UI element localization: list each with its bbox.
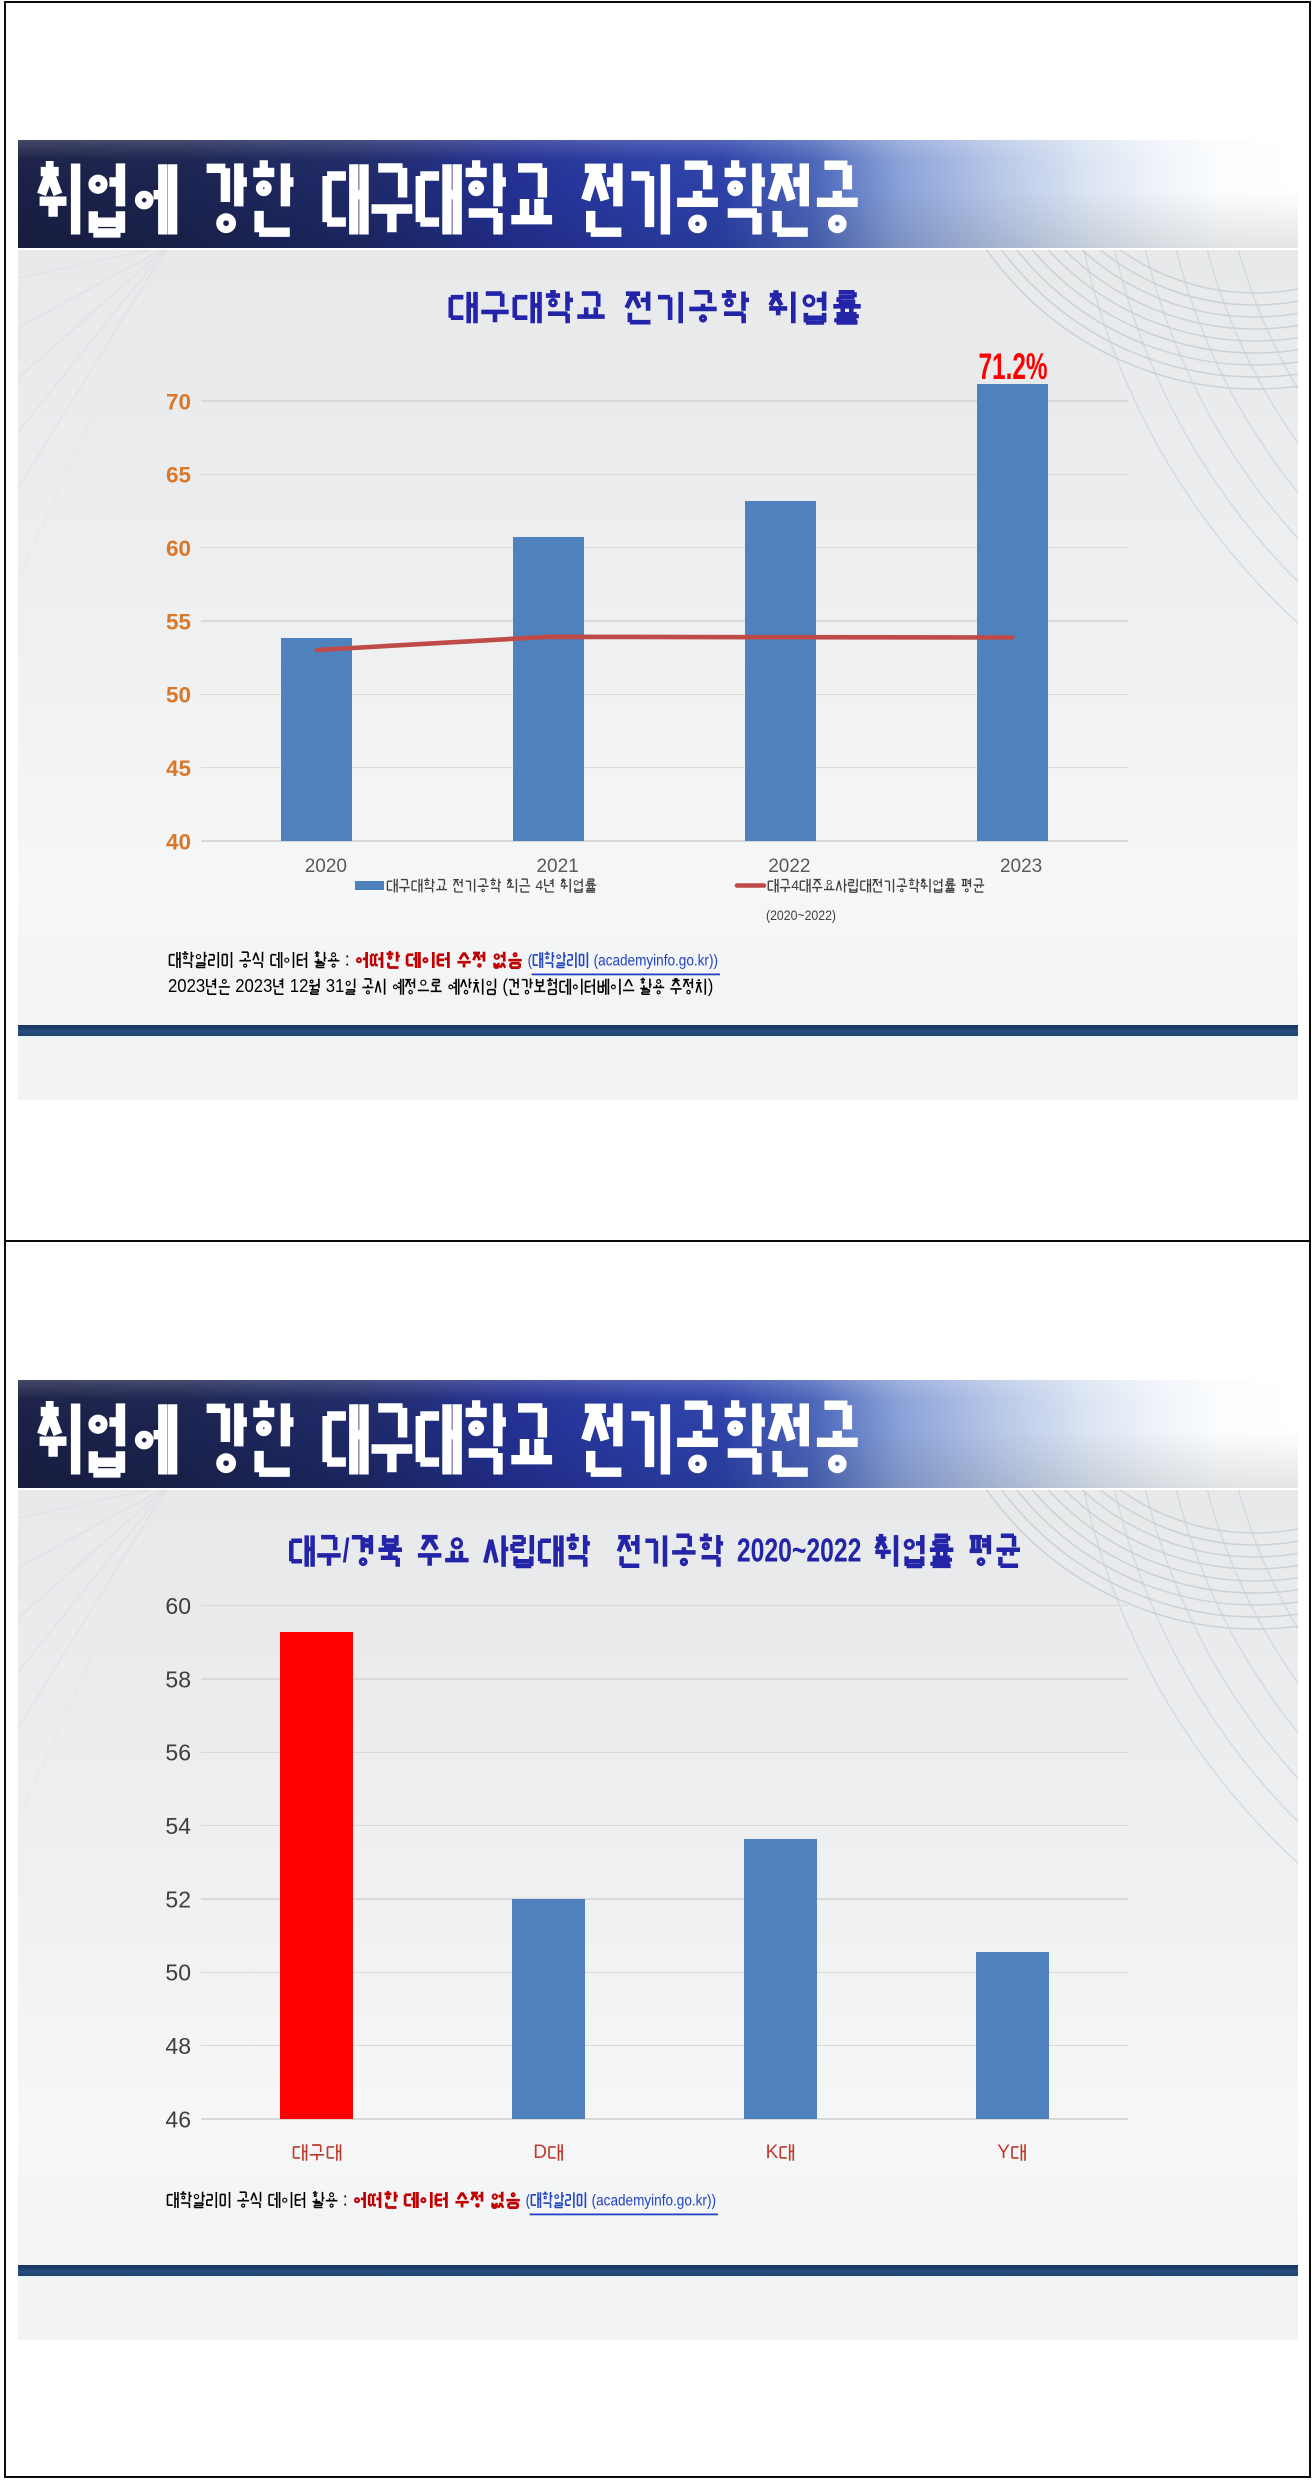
svg-text::: : [345,949,350,969]
svg-text:48: 48 [165,2033,191,2059]
svg-text:2022: 2022 [768,856,810,877]
svg-text:50: 50 [166,683,191,708]
svg-text:(academyinfo.go.kr)): (academyinfo.go.kr)) [592,2192,716,2209]
svg-text:31: 31 [326,976,345,996]
svg-text:K: K [766,2142,779,2163]
svg-text:60: 60 [166,536,191,561]
svg-text:71.2%: 71.2% [979,346,1048,387]
svg-text:45: 45 [166,756,191,781]
svg-text:2020~2022: 2020~2022 [737,1532,862,1569]
svg-text:(: ( [528,952,533,969]
svg-text:70: 70 [166,389,191,414]
svg-text:50: 50 [165,1960,191,1986]
svg-text:D: D [533,2142,547,2163]
svg-text:): ) [708,976,714,996]
svg-text:54: 54 [165,1813,191,1839]
svg-text:46: 46 [165,2106,191,2132]
svg-text:(academyinfo.go.kr)): (academyinfo.go.kr)) [594,952,718,969]
svg-text:2023: 2023 [1000,856,1042,877]
svg-text:12: 12 [290,976,309,996]
svg-text:4: 4 [535,877,543,893]
svg-text:2020: 2020 [305,856,347,877]
svg-text::: : [343,2189,348,2209]
svg-text:40: 40 [166,829,191,854]
svg-text:65: 65 [166,463,191,488]
svg-text:2021: 2021 [536,856,578,877]
svg-text:(: ( [502,976,508,996]
svg-text:52: 52 [165,1886,191,1912]
svg-text:Y: Y [997,2142,1010,2163]
svg-text:2023: 2023 [235,976,272,996]
svg-text:2023: 2023 [168,976,205,996]
svg-text:60: 60 [165,1593,191,1619]
svg-text:/: / [343,1532,350,1569]
svg-text:4: 4 [791,877,799,893]
svg-text:58: 58 [165,1666,191,1692]
svg-text:55: 55 [166,609,191,634]
svg-text:(: ( [526,2192,531,2209]
svg-text:56: 56 [165,1740,191,1766]
svg-text:(2020~2022): (2020~2022) [766,907,836,923]
